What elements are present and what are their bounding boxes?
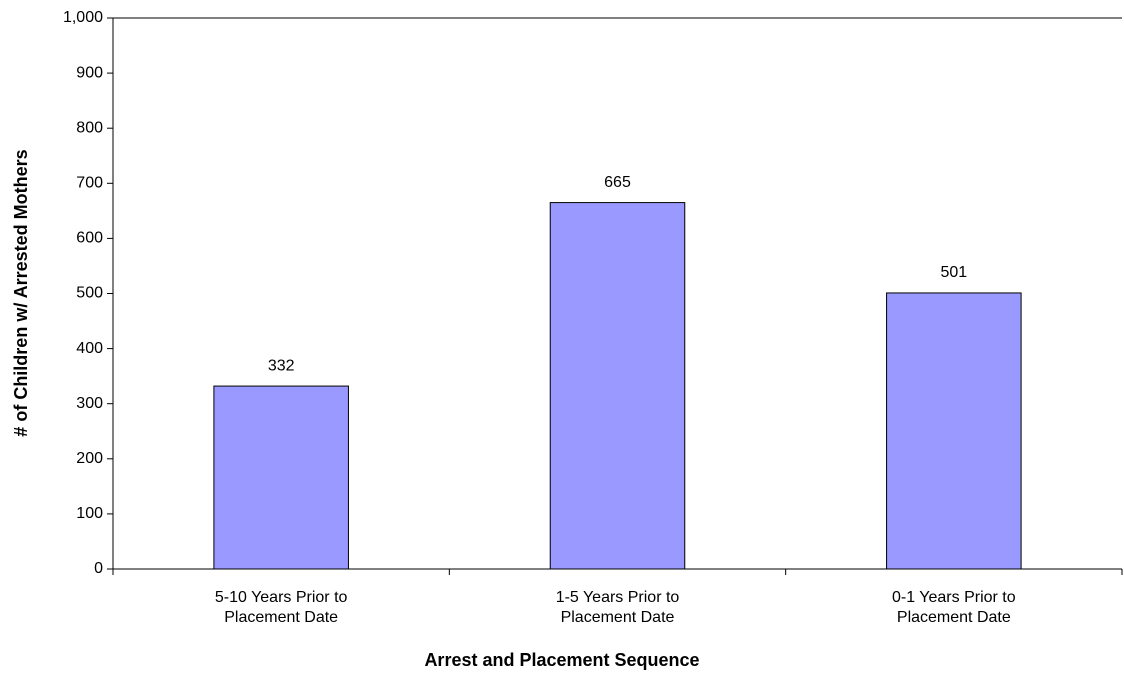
y-axis-title: # of Children w/ Arrested Mothers bbox=[11, 149, 31, 436]
y-tick-label: 700 bbox=[76, 175, 103, 192]
bar bbox=[886, 292, 1022, 570]
y-tick-label: 0 bbox=[94, 560, 103, 577]
value-label: 501 bbox=[940, 264, 967, 281]
y-tick-label: 200 bbox=[76, 450, 103, 467]
value-label: 665 bbox=[604, 174, 631, 191]
x-tick-label: 0-1 Years Prior to Placement Date bbox=[892, 589, 1016, 626]
value-label: 332 bbox=[268, 357, 295, 374]
y-tick-label: 400 bbox=[76, 340, 103, 357]
bar bbox=[213, 385, 349, 570]
x-tick-label: 1-5 Years Prior to Placement Date bbox=[555, 589, 680, 626]
y-tick-label: 1,000 bbox=[63, 9, 103, 26]
y-tick-label: 800 bbox=[76, 119, 103, 136]
y-tick-label: 300 bbox=[76, 395, 103, 412]
x-tick-label: 5-10 Years Prior to Placement Date bbox=[214, 589, 348, 626]
bar bbox=[549, 202, 686, 570]
y-tick-label: 900 bbox=[76, 64, 103, 81]
y-tick-label: 500 bbox=[76, 285, 103, 302]
x-axis-title: Arrest and Placement Sequence bbox=[424, 650, 699, 670]
y-tick-label: 600 bbox=[76, 230, 103, 247]
y-tick-label: 100 bbox=[76, 505, 103, 522]
